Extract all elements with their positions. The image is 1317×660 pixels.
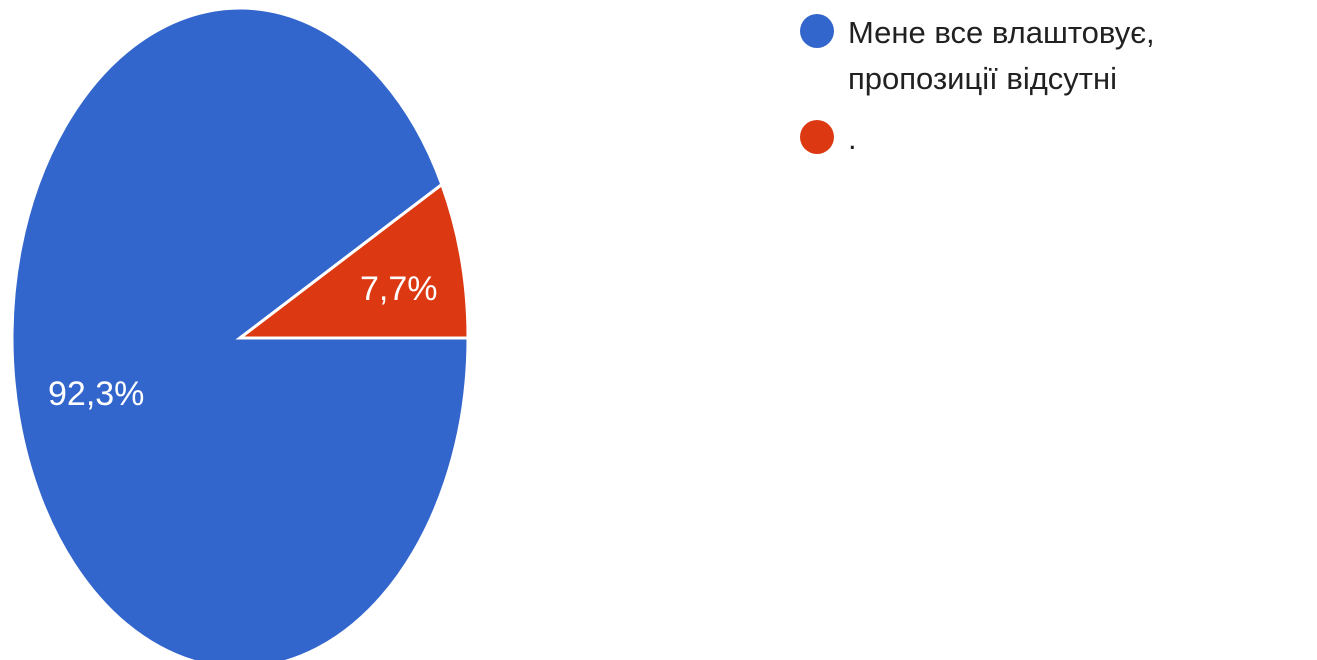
legend: Мене все влаштовує, пропозиції відсутні … xyxy=(800,10,1300,176)
slice-label-blue: 92,3% xyxy=(48,375,144,413)
pie-slice-blue xyxy=(10,6,470,660)
slice-label-red: 7,7% xyxy=(360,270,438,308)
legend-item-0[interactable]: Мене все влаштовує, пропозиції відсутні xyxy=(800,10,1300,102)
legend-label: Мене все влаштовує, пропозиції відсутні xyxy=(848,15,1155,96)
legend-label: . xyxy=(848,121,857,156)
pie-slice-red xyxy=(235,182,470,340)
legend-item-1[interactable]: . xyxy=(800,116,1300,162)
legend-marker-red xyxy=(800,120,834,154)
legend-marker-blue xyxy=(800,14,834,48)
